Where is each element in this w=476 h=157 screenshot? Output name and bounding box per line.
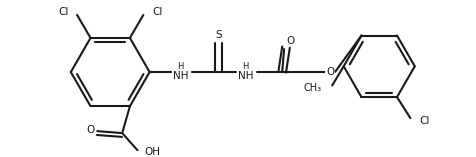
Text: O: O <box>287 36 295 46</box>
Text: Cl: Cl <box>419 116 429 126</box>
Text: H: H <box>177 62 184 71</box>
Text: CH₃: CH₃ <box>304 83 322 93</box>
Text: Cl: Cl <box>152 7 162 17</box>
Text: OH: OH <box>144 147 160 157</box>
Text: S: S <box>216 30 222 40</box>
Text: NH: NH <box>173 71 188 81</box>
Text: Cl: Cl <box>58 7 69 17</box>
Text: NH: NH <box>238 71 253 81</box>
Text: O: O <box>326 67 334 77</box>
Text: O: O <box>87 125 95 135</box>
Text: H: H <box>242 62 249 71</box>
